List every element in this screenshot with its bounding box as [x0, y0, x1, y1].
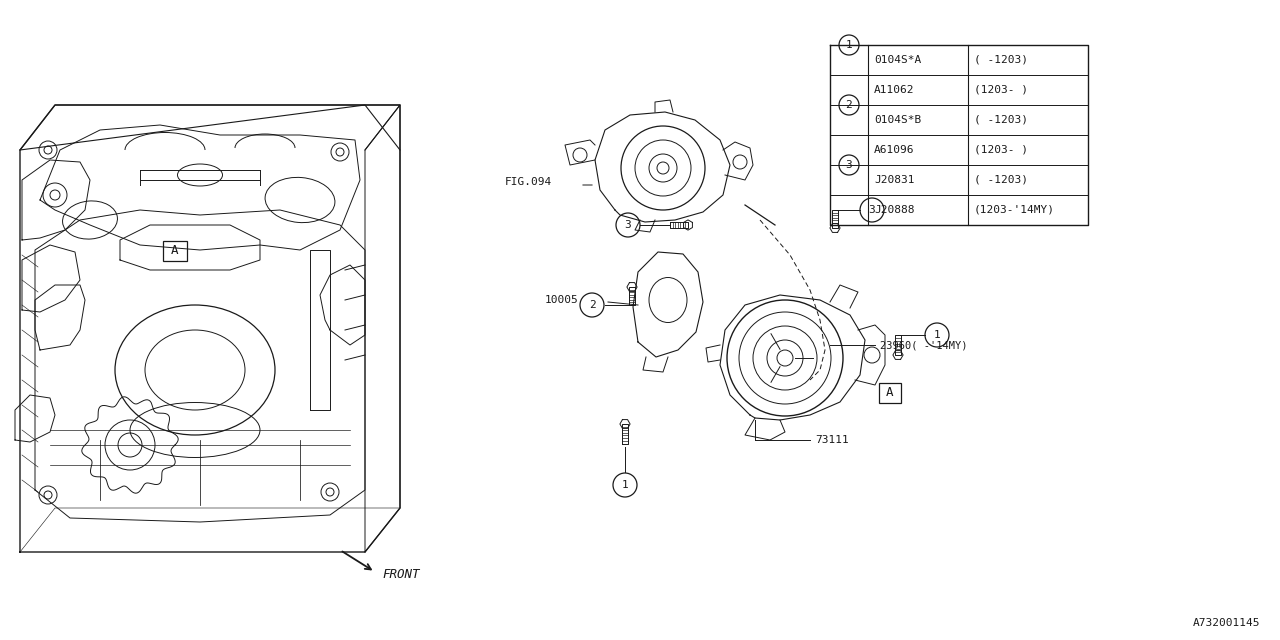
Text: 1: 1	[846, 40, 852, 50]
Text: J20831: J20831	[874, 175, 914, 185]
Bar	[163, 241, 187, 261]
Text: 0104S*A: 0104S*A	[874, 55, 922, 65]
Text: 0104S*B: 0104S*B	[874, 115, 922, 125]
Text: A: A	[172, 243, 179, 257]
Text: 3: 3	[625, 220, 631, 230]
Bar	[879, 383, 901, 403]
Text: J20888: J20888	[874, 205, 914, 215]
Text: 1: 1	[933, 330, 941, 340]
Text: 2: 2	[589, 300, 595, 310]
Text: 2: 2	[846, 100, 852, 110]
Text: 73111: 73111	[815, 435, 849, 445]
Text: 3: 3	[869, 205, 876, 215]
Text: (1203-'14MY): (1203-'14MY)	[974, 205, 1055, 215]
Text: ( -1203): ( -1203)	[974, 175, 1028, 185]
Text: ( -1203): ( -1203)	[974, 115, 1028, 125]
Text: FIG.094: FIG.094	[506, 177, 552, 187]
Text: FRONT: FRONT	[381, 568, 420, 582]
Text: A732001145: A732001145	[1193, 618, 1260, 628]
Text: ( -1203): ( -1203)	[974, 55, 1028, 65]
Text: 10005: 10005	[545, 295, 579, 305]
Text: (1203- ): (1203- )	[974, 85, 1028, 95]
Text: A: A	[886, 385, 893, 399]
Text: A61096: A61096	[874, 145, 914, 155]
Text: (1203- ): (1203- )	[974, 145, 1028, 155]
Text: 3: 3	[846, 160, 852, 170]
Text: A11062: A11062	[874, 85, 914, 95]
Text: 1: 1	[622, 480, 628, 490]
Text: 23960( -'14MY): 23960( -'14MY)	[881, 340, 968, 350]
